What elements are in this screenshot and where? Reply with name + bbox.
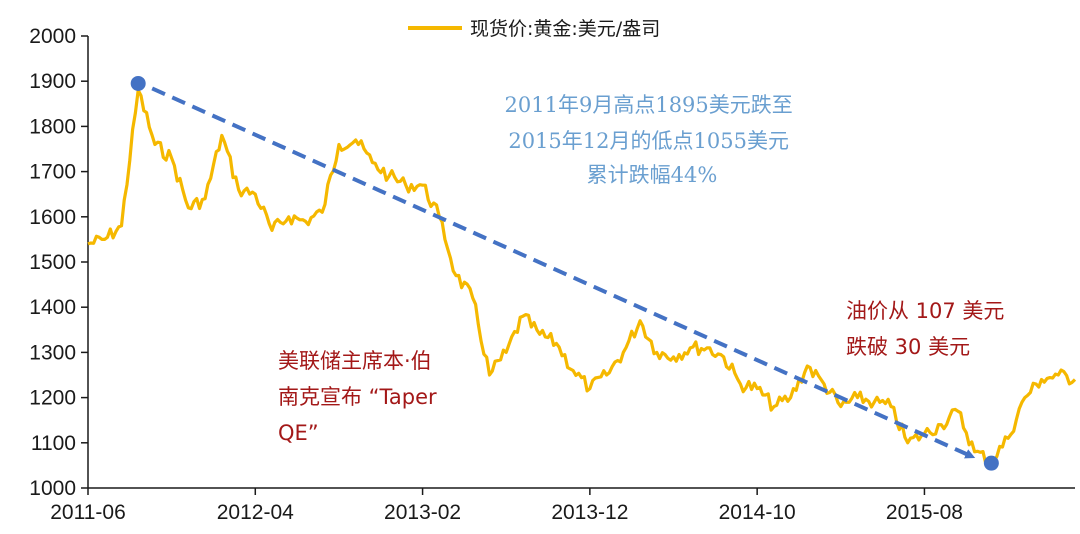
y-tick-label: 1300 bbox=[29, 341, 76, 364]
annotation-oil-line-1: 油价从 107 美元 bbox=[846, 299, 1004, 323]
annotation-decline-line-3: 累计跌幅44% bbox=[587, 163, 718, 187]
x-tick-label: 2015-08 bbox=[886, 501, 963, 524]
peak-marker bbox=[130, 75, 146, 91]
x-tick-label: 2012-04 bbox=[217, 501, 294, 524]
y-axis: 1000 1100 1200 1300 1400 1500 1600 1700 1800 1900… bbox=[29, 25, 89, 500]
series-line-0 bbox=[87, 88, 1077, 466]
y-tick-label: 1000 bbox=[29, 477, 76, 500]
legend-label: 现货价:黄金:美元/盎司 bbox=[470, 18, 660, 40]
annotation-decline-line-2: 2015年12月的低点1055美元 bbox=[508, 129, 789, 153]
y-tick-label: 1900 bbox=[29, 70, 76, 93]
y-tick-label: 1600 bbox=[29, 206, 76, 229]
y-tick-label: 1400 bbox=[29, 296, 76, 319]
trend-layer bbox=[130, 75, 999, 471]
annotation-decline: 2011年9月高点1895美元跌至 2015年12月的低点1055美元 累计跌幅… bbox=[505, 93, 800, 187]
annotation-taper-line-1: 美联储主席本·伯 bbox=[278, 349, 432, 373]
x-tick-label: 2011-06 bbox=[50, 501, 126, 524]
annotation-decline-line-1: 2011年9月高点1895美元跌至 bbox=[505, 93, 793, 117]
x-axis: 2011-06 2012-04 2013-02 2013-12 2014-10 2015-… bbox=[50, 487, 1075, 524]
annotation-oil: 油价从 107 美元 跌破 30 美元 bbox=[846, 299, 1011, 359]
y-tick-label: 1800 bbox=[29, 115, 76, 138]
annotation-taper-line-2: 南克宣布 “Taper bbox=[278, 385, 437, 409]
y-tick-label: 1100 bbox=[31, 432, 76, 455]
y-tick-label: 1200 bbox=[29, 387, 76, 410]
series-layer bbox=[87, 88, 1077, 466]
y-tick-label: 2000 bbox=[29, 25, 76, 48]
y-tick-label: 1500 bbox=[29, 251, 76, 274]
trend-arrow bbox=[151, 86, 976, 459]
annotation-taper-line-3: QE” bbox=[278, 421, 319, 445]
annotation-oil-line-2: 跌破 30 美元 bbox=[846, 335, 970, 359]
y-tick-label: 1700 bbox=[29, 161, 76, 184]
x-tick-label: 2014-10 bbox=[719, 501, 796, 524]
x-tick-label: 2013-02 bbox=[384, 501, 461, 524]
legend: 现货价:黄金:美元/盎司 bbox=[408, 18, 660, 40]
trough-marker bbox=[983, 455, 999, 471]
annotation-taper: 美联储主席本·伯 南克宣布 “Taper QE” bbox=[278, 349, 443, 445]
x-tick-label: 2013-12 bbox=[551, 501, 628, 524]
